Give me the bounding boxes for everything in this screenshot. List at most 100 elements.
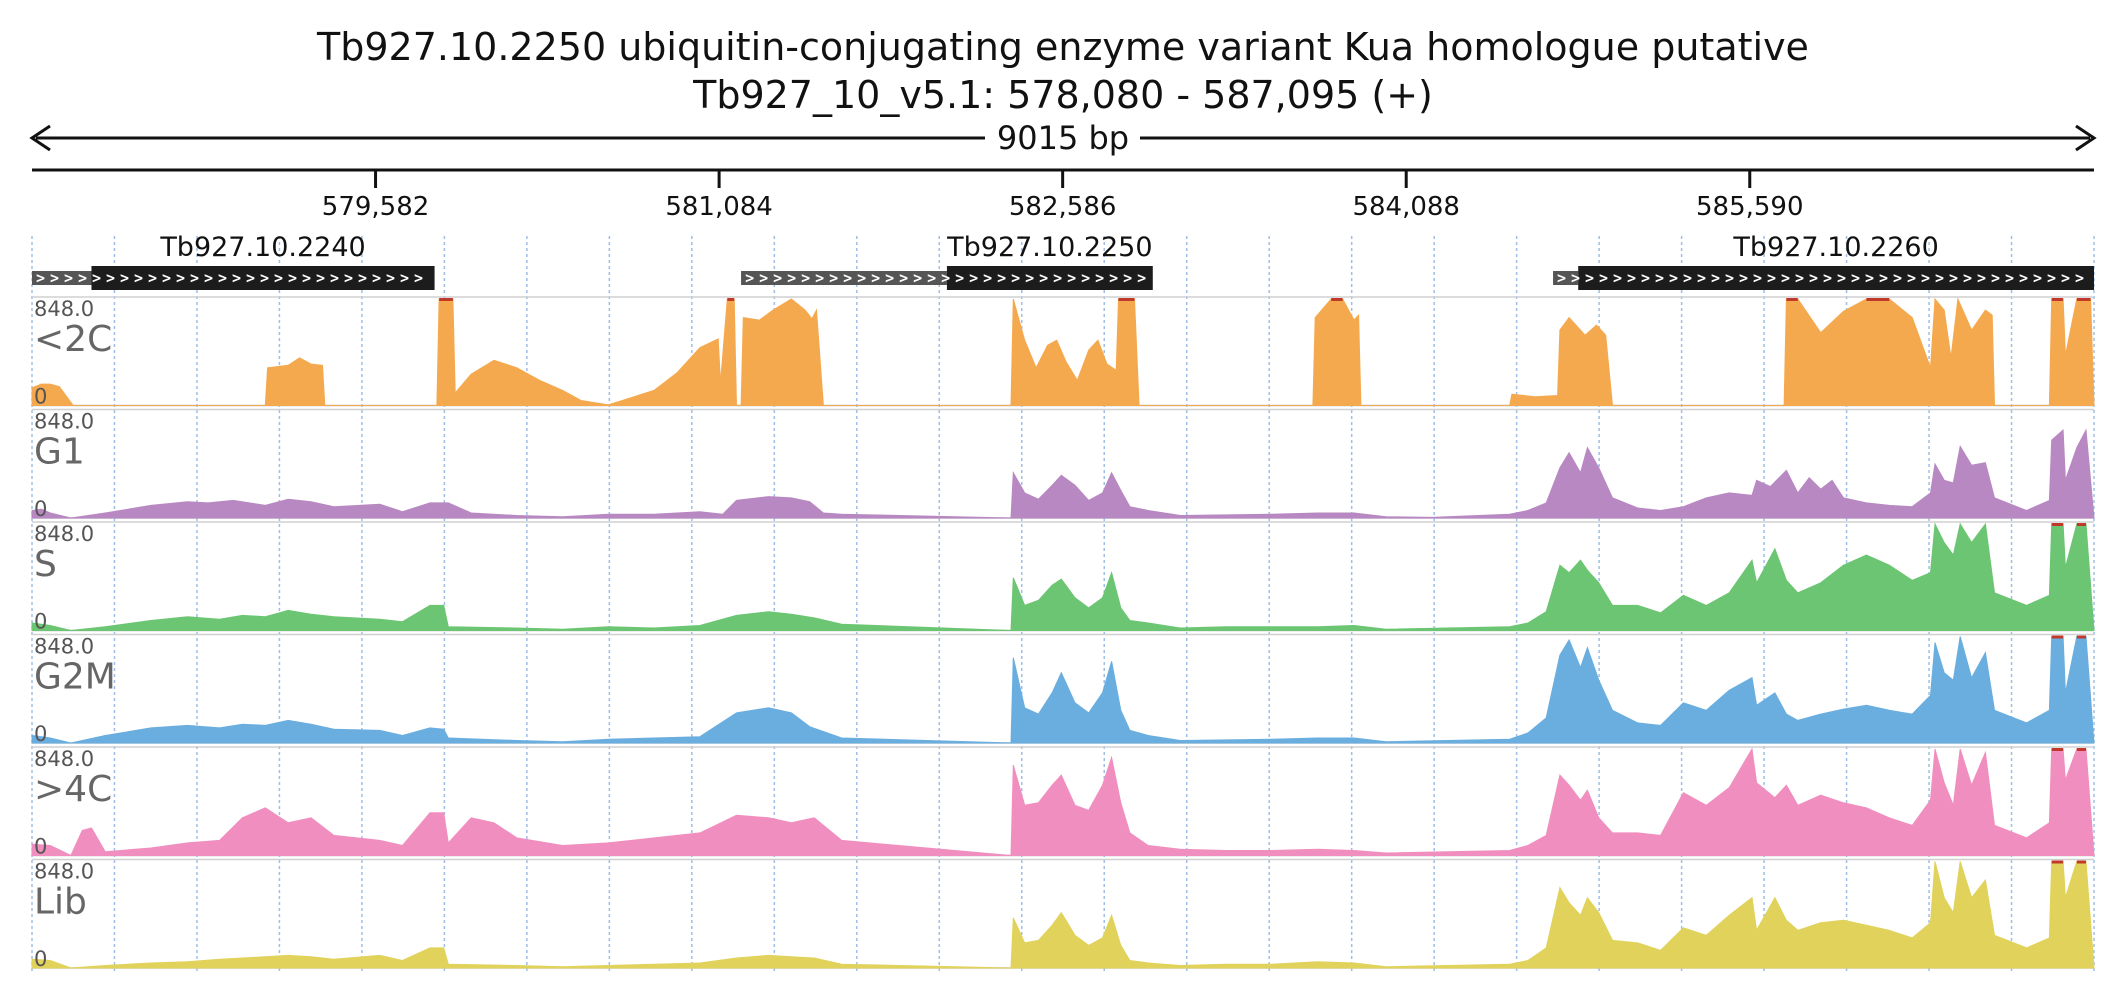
- chevron-right-icon: >: [1725, 269, 1734, 287]
- gene-model: > > > > > > > > > > > > > > > > > > > > > > > > > > > >Tb927.10.224…: [32, 232, 435, 290]
- chevron-right-icon: >: [871, 269, 880, 287]
- chart-subtitle: Tb927_10_v5.1: 578,080 - 587,095 (+): [692, 73, 1433, 117]
- chevron-right-icon: >: [969, 269, 978, 287]
- chevron-right-icon: >: [162, 269, 171, 287]
- chevron-right-icon: >: [1823, 269, 1832, 287]
- chevron-right-icon: >: [400, 269, 409, 287]
- chevron-right-icon: >: [1109, 269, 1118, 287]
- chevron-right-icon: >: [1641, 269, 1650, 287]
- gene-label: Tb927.10.2240: [159, 232, 365, 263]
- chevron-right-icon: >: [148, 269, 157, 287]
- chevron-right-icon: >: [316, 269, 325, 287]
- track-name-label: >4C: [34, 769, 112, 810]
- chevron-right-icon: >: [1123, 269, 1132, 287]
- chevron-right-icon: >: [927, 269, 936, 287]
- chevron-right-icon: >: [1977, 269, 1986, 287]
- track-name-label: <2C: [34, 319, 112, 360]
- track-ymax-label: 848.0: [34, 410, 94, 434]
- chevron-right-icon: >: [330, 269, 339, 287]
- chart-title: Tb927.10.2250 ubiquitin-conjugating enzy…: [316, 25, 1809, 69]
- saturation-marker: [2076, 298, 2091, 301]
- track-ymax-label: 848.0: [34, 297, 94, 321]
- chevron-right-icon: >: [1809, 269, 1818, 287]
- track-name-label: S: [34, 544, 57, 585]
- chevron-right-icon: >: [78, 269, 87, 287]
- gene-label: Tb927.10.2260: [1732, 232, 1938, 263]
- chevron-right-icon: >: [1893, 269, 1902, 287]
- chevron-right-icon: >: [92, 269, 101, 287]
- chevron-right-icon: >: [1921, 269, 1930, 287]
- chevron-right-icon: >: [1963, 269, 1972, 287]
- span-length-label: 9015 bp: [997, 119, 1129, 157]
- chevron-right-icon: >: [106, 269, 115, 287]
- chevron-right-icon: >: [204, 269, 213, 287]
- chevron-right-icon: >: [843, 269, 852, 287]
- chevron-right-icon: >: [759, 269, 768, 287]
- coverage-area: [31, 636, 2095, 744]
- saturation-marker: [727, 298, 735, 301]
- chevron-right-icon: >: [1655, 269, 1664, 287]
- coverage-area: [31, 297, 2095, 406]
- chevron-right-icon: >: [2019, 269, 2028, 287]
- chevron-right-icon: >: [1935, 269, 1944, 287]
- chevron-right-icon: >: [1627, 269, 1636, 287]
- chevron-right-icon: >: [1095, 269, 1104, 287]
- track-name-label: Lib: [34, 882, 87, 923]
- track-ymax-label: 848.0: [34, 747, 94, 771]
- chevron-right-icon: >: [1011, 269, 1020, 287]
- chevron-right-icon: >: [1039, 269, 1048, 287]
- chevron-right-icon: >: [1907, 269, 1916, 287]
- gene-models: > > > > > > > > > > > > > > > > > > > > > > > > > > > > Tb927.10.224…: [32, 232, 2094, 290]
- chevron-right-icon: >: [288, 269, 297, 287]
- strand-chevrons-icon: > > > > > > > > > > > > > > > > > > > > > > > > > > > >: [36, 269, 423, 287]
- track-ymax-label: 848.0: [34, 635, 94, 659]
- chevron-right-icon: >: [386, 269, 395, 287]
- chevron-right-icon: >: [1837, 269, 1846, 287]
- chevron-right-icon: >: [1795, 269, 1804, 287]
- chevron-right-icon: >: [1697, 269, 1706, 287]
- track-ymax-label: 848.0: [34, 522, 94, 546]
- x-tick-label: 582,586: [1009, 192, 1117, 222]
- chevron-right-icon: >: [1067, 269, 1076, 287]
- track-ymin-label: 0: [34, 947, 47, 971]
- chevron-right-icon: >: [260, 269, 269, 287]
- saturation-marker: [2076, 748, 2086, 751]
- chevron-right-icon: >: [1137, 269, 1146, 287]
- chevron-right-icon: >: [1585, 269, 1594, 287]
- chevron-right-icon: >: [885, 269, 894, 287]
- gene-label: Tb927.10.2250: [946, 232, 1152, 263]
- x-axis-ticks: 579,582 581,084 582,586 584,088 585,590: [322, 170, 1804, 222]
- chevron-right-icon: >: [50, 269, 59, 287]
- span-arrow-left-icon: [29, 124, 51, 152]
- chevron-right-icon: >: [2075, 269, 2084, 287]
- chevron-right-icon: >: [2061, 269, 2070, 287]
- coverage-area: [31, 747, 2095, 857]
- chevron-right-icon: >: [801, 269, 810, 287]
- chevron-right-icon: >: [176, 269, 185, 287]
- chevron-right-icon: >: [1025, 269, 1034, 287]
- chevron-right-icon: >: [1683, 269, 1692, 287]
- chevron-right-icon: >: [1571, 269, 1580, 287]
- chevron-right-icon: >: [1669, 269, 1678, 287]
- chevron-right-icon: >: [1865, 269, 1874, 287]
- track-ymin-label: 0: [34, 610, 47, 634]
- saturation-marker: [439, 298, 453, 301]
- chevron-right-icon: >: [2033, 269, 2042, 287]
- chevron-right-icon: >: [1991, 269, 2000, 287]
- saturation-marker: [1331, 298, 1343, 301]
- chevron-right-icon: >: [1599, 269, 1608, 287]
- chevron-right-icon: >: [1557, 269, 1566, 287]
- chevron-right-icon: >: [246, 269, 255, 287]
- chevron-right-icon: >: [1081, 269, 1090, 287]
- saturation-marker: [1866, 298, 1890, 301]
- chevron-right-icon: >: [1851, 269, 1860, 287]
- gene-utr-bar: [32, 271, 92, 285]
- chevron-right-icon: >: [232, 269, 241, 287]
- chevron-right-icon: >: [1781, 269, 1790, 287]
- saturation-marker: [2051, 860, 2064, 864]
- gene-utr-bar: [741, 271, 947, 285]
- saturation-marker: [1786, 298, 1798, 301]
- saturation-marker: [2051, 748, 2064, 751]
- saturation-marker: [2051, 635, 2064, 639]
